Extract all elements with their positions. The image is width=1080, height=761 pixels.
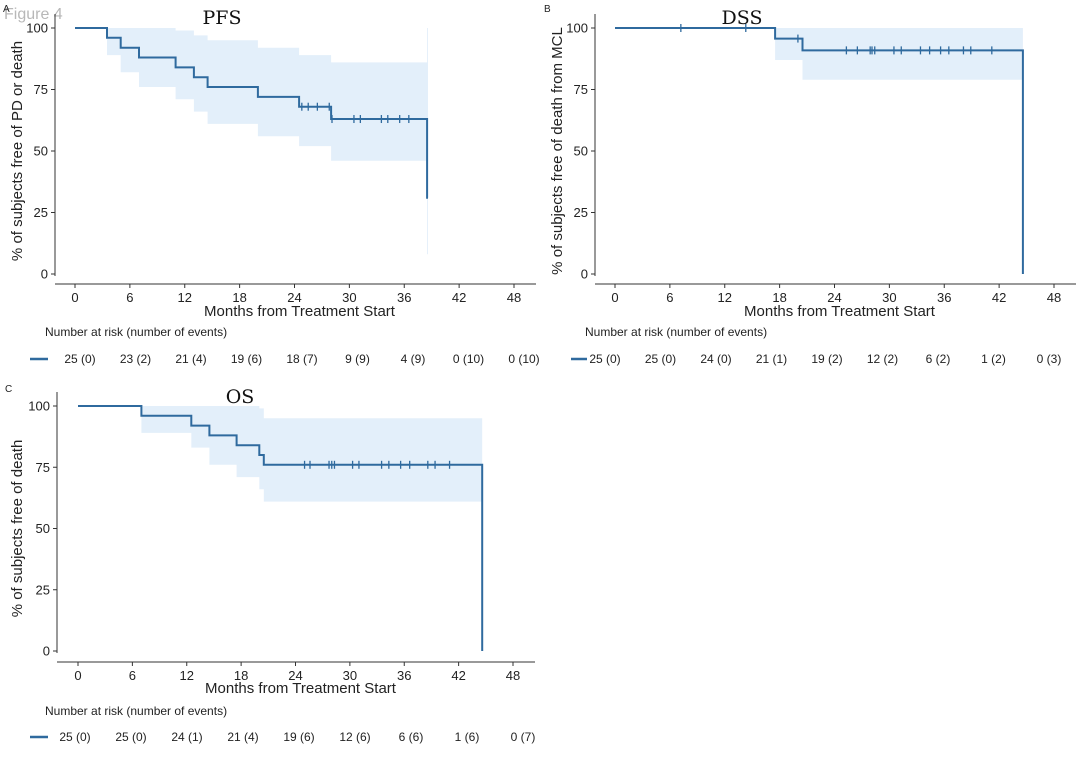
x-tick-label: 48: [506, 668, 520, 683]
y-axis-title: % of subjects free of PD or death: [9, 41, 26, 261]
risk-table-cell: 18 (7): [286, 352, 317, 366]
x-tick-label: 42: [452, 290, 466, 305]
y-tick-label: 100: [28, 399, 50, 414]
panel-title: OS: [226, 386, 255, 408]
x-tick-label: 18: [772, 290, 786, 305]
x-tick-label: 24: [827, 290, 841, 305]
risk-table-header: Number at risk (number of events): [585, 325, 767, 339]
y-tick-label: 50: [34, 144, 48, 159]
x-tick-label: 0: [71, 290, 78, 305]
risk-table-header: Number at risk (number of events): [45, 325, 227, 339]
y-tick-label: 75: [574, 82, 588, 97]
x-axis-title: Months from Treatment Start: [204, 303, 396, 320]
y-tick-label: 25: [36, 582, 50, 597]
confidence-band: [75, 28, 428, 255]
figure-label: Figure 4: [4, 6, 63, 23]
x-tick-label: 12: [718, 290, 732, 305]
risk-table-cell: 1 (2): [981, 352, 1006, 366]
survival-curve: [78, 405, 484, 651]
confidence-band: [615, 28, 1023, 274]
risk-table-cell: 12 (2): [867, 352, 898, 366]
y-tick-label: 75: [36, 460, 50, 475]
panel-b: 0 25 50 75 100 0 6 12 18 24 30 36 42 48 DSS B % of subje…: [544, 4, 1076, 366]
risk-table-cell: 1 (6): [455, 730, 480, 744]
risk-table-header: Number at risk (number of events): [45, 704, 227, 718]
x-tick-label: 6: [126, 290, 133, 305]
panel-letter: A: [3, 4, 10, 15]
x-tick-label: 18: [234, 668, 248, 683]
x-tick-label: 30: [882, 290, 896, 305]
x-tick-label: 42: [992, 290, 1006, 305]
y-tick-label: 75: [34, 82, 48, 97]
survival-curve: [615, 27, 1024, 274]
survival-curve: [75, 27, 429, 199]
x-tick-label: 18: [232, 290, 246, 305]
x-tick-label: 0: [74, 668, 81, 683]
x-axis-title: Months from Treatment Start: [205, 680, 397, 697]
y-tick-label: 100: [26, 21, 48, 36]
y-tick-label: 100: [566, 21, 588, 36]
x-tick-label: 6: [666, 290, 673, 305]
panel-letter: B: [544, 4, 551, 15]
y-tick-label: 0: [43, 644, 50, 659]
x-tick-label: 6: [129, 668, 136, 683]
x-tick-label: 24: [288, 668, 302, 683]
panel-a: 0 25 50 75 100 0 6 12 18 24 30 36 42 48 PFS A % of subje…: [3, 4, 540, 366]
panel-c: 0 25 50 75 100 0 6 12 18 24 30 36 42 48 OS C % of subjec…: [5, 384, 535, 744]
y-tick-label: 50: [36, 521, 50, 536]
y-tick-label: 25: [574, 205, 588, 220]
risk-table-cell: 9 (9): [345, 352, 370, 366]
y-tick-label: 50: [574, 144, 588, 159]
confidence-band: [78, 406, 483, 651]
y-axis-title: % of subjects free of death from MCL: [549, 27, 566, 275]
risk-table-cell: 0 (7): [511, 730, 536, 744]
panels-root: 0 25 50 75 100 0 6 12 18 24 30 36 42 48 PFS A % of subje…: [3, 4, 1076, 744]
y-tick-label: 0: [581, 267, 588, 282]
x-tick-label: 30: [342, 290, 356, 305]
x-axis-title: Months from Treatment Start: [744, 303, 936, 320]
risk-table-cell: 0 (10): [508, 352, 539, 366]
risk-table-cell: 6 (6): [399, 730, 424, 744]
panel-letter: C: [5, 384, 12, 395]
y-axis-title: % of subjects free of death: [9, 440, 26, 618]
risk-table-cell: 4 (9): [401, 352, 426, 366]
risk-table-cell: 25 (0): [645, 352, 676, 366]
x-tick-label: 12: [178, 290, 192, 305]
panel-title: PFS: [203, 7, 242, 29]
risk-table-cell: 25 (0): [115, 730, 146, 744]
x-tick-label: 0: [611, 290, 618, 305]
x-tick-label: 30: [343, 668, 357, 683]
risk-table-cell: 25 (0): [589, 352, 620, 366]
risk-table-cell: 21 (1): [756, 352, 787, 366]
risk-table-cell: 0 (3): [1037, 352, 1062, 366]
risk-table-cell: 24 (1): [171, 730, 202, 744]
x-tick-label: 42: [451, 668, 465, 683]
x-tick-label: 12: [180, 668, 194, 683]
x-tick-label: 48: [507, 290, 521, 305]
risk-table-cell: 19 (6): [231, 352, 262, 366]
risk-table-cell: 6 (2): [926, 352, 951, 366]
y-tick-label: 25: [34, 205, 48, 220]
risk-table-cell: 23 (2): [120, 352, 151, 366]
risk-table-cell: 21 (4): [227, 730, 258, 744]
x-tick-label: 24: [287, 290, 301, 305]
risk-table-cell: 25 (0): [64, 352, 95, 366]
risk-table-cell: 19 (6): [283, 730, 314, 744]
y-tick-label: 0: [41, 267, 48, 282]
panel-title: DSS: [722, 7, 763, 29]
risk-table-cell: 12 (6): [339, 730, 370, 744]
risk-table-cell: 25 (0): [59, 730, 90, 744]
x-tick-label: 36: [397, 290, 411, 305]
risk-table-cell: 24 (0): [700, 352, 731, 366]
x-tick-label: 36: [937, 290, 951, 305]
x-tick-label: 48: [1047, 290, 1061, 305]
risk-table-cell: 21 (4): [175, 352, 206, 366]
x-tick-label: 36: [397, 668, 411, 683]
risk-table-cell: 0 (10): [453, 352, 484, 366]
risk-table-cell: 19 (2): [811, 352, 842, 366]
